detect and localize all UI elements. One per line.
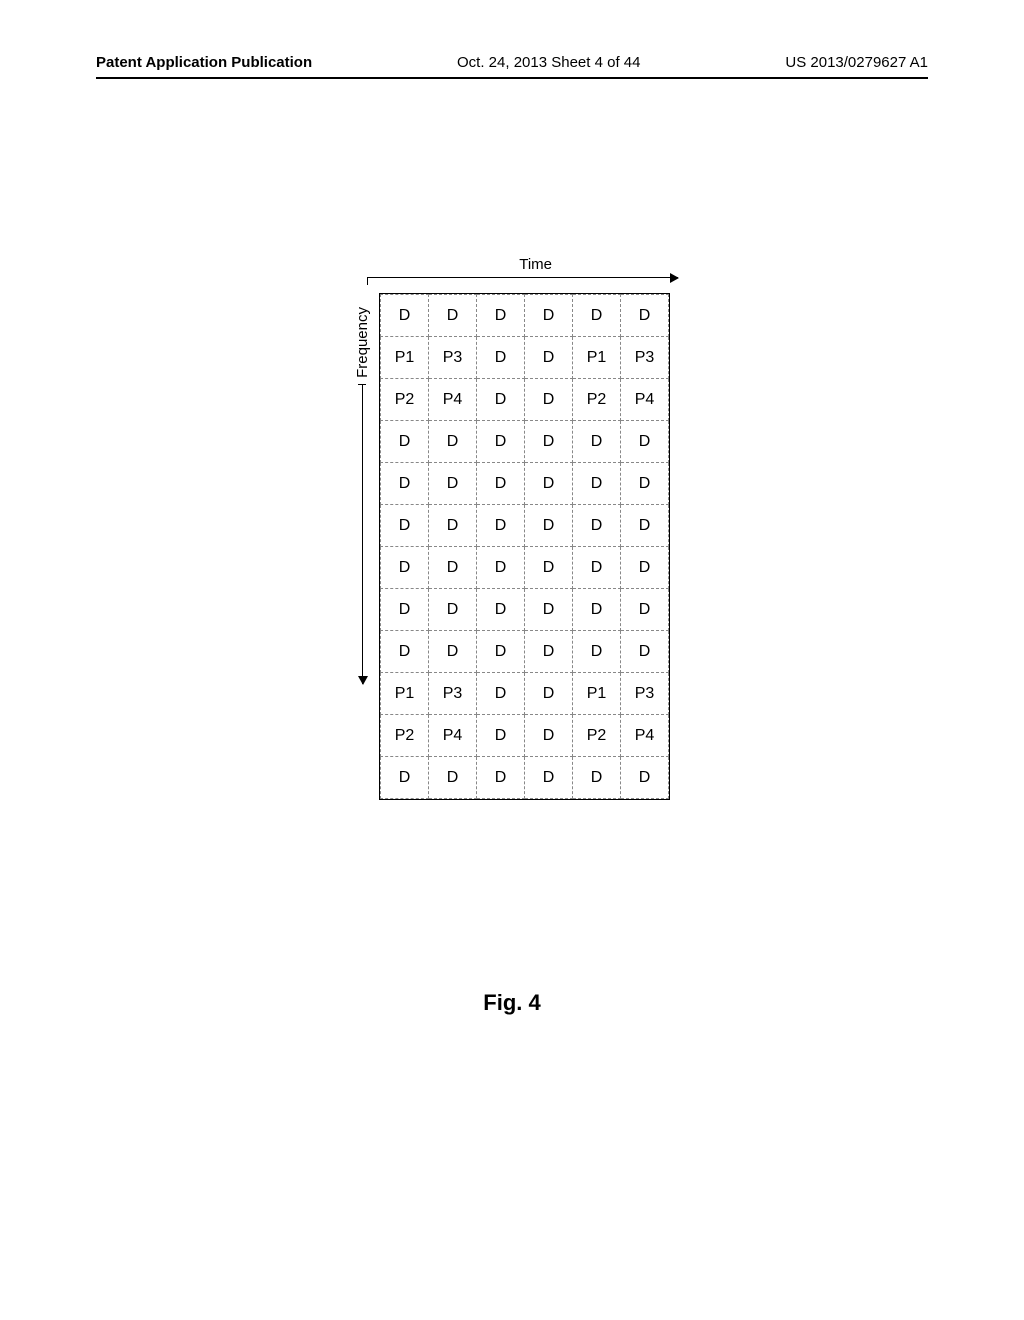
grid-cell: D bbox=[573, 505, 621, 547]
grid-cell: D bbox=[477, 421, 525, 463]
grid-cell: D bbox=[621, 505, 669, 547]
grid-cell: D bbox=[573, 547, 621, 589]
grid-cell: P4 bbox=[621, 379, 669, 421]
header-right: US 2013/0279627 A1 bbox=[785, 54, 928, 71]
grid-cell: P1 bbox=[573, 673, 621, 715]
grid-cell: P1 bbox=[381, 673, 429, 715]
grid-cell: D bbox=[525, 295, 573, 337]
grid-cell: D bbox=[525, 379, 573, 421]
grid-cell: D bbox=[573, 757, 621, 799]
grid-cell: P3 bbox=[621, 673, 669, 715]
axes-row: Frequency DDDDDDP1P3DDP1P3P2P4DDP2P4DDDD… bbox=[354, 293, 670, 800]
figure-caption: Fig. 4 bbox=[0, 990, 1024, 1016]
grid-cell: P1 bbox=[573, 337, 621, 379]
grid-cell: D bbox=[381, 589, 429, 631]
grid-cell: D bbox=[525, 547, 573, 589]
grid-cell: D bbox=[573, 421, 621, 463]
grid-cell: P4 bbox=[429, 379, 477, 421]
grid-cell: D bbox=[477, 673, 525, 715]
grid-cell: P3 bbox=[429, 337, 477, 379]
resource-grid: DDDDDDP1P3DDP1P3P2P4DDP2P4DDDDDDDDDDDDDD… bbox=[379, 293, 670, 800]
grid-cell: P2 bbox=[381, 379, 429, 421]
y-axis-arrow bbox=[358, 384, 368, 684]
grid-cell: D bbox=[477, 547, 525, 589]
grid-cell: P2 bbox=[381, 715, 429, 757]
grid-cell: D bbox=[477, 631, 525, 673]
grid-cell: P4 bbox=[429, 715, 477, 757]
grid-cell: P2 bbox=[573, 715, 621, 757]
grid-cell: D bbox=[429, 589, 477, 631]
x-axis-label: Time bbox=[519, 256, 552, 273]
grid-cell: D bbox=[525, 673, 573, 715]
grid-cell: P2 bbox=[573, 379, 621, 421]
grid-cell: D bbox=[525, 463, 573, 505]
figure-area: Time Frequency DDDDDDP1P3DDP1P3P2P4DDP2P… bbox=[0, 256, 1024, 800]
grid-cell: D bbox=[429, 295, 477, 337]
grid-cell: D bbox=[381, 631, 429, 673]
grid-cell: D bbox=[477, 379, 525, 421]
grid-cell: D bbox=[573, 295, 621, 337]
grid-cell: D bbox=[525, 589, 573, 631]
grid-cell: P3 bbox=[621, 337, 669, 379]
grid-cell: D bbox=[429, 463, 477, 505]
y-axis: Frequency bbox=[354, 307, 371, 684]
header-row: Patent Application Publication Oct. 24, … bbox=[96, 54, 928, 71]
grid-cell: D bbox=[621, 421, 669, 463]
grid-cell: D bbox=[525, 631, 573, 673]
grid-cell: D bbox=[621, 757, 669, 799]
y-axis-label: Frequency bbox=[354, 307, 371, 378]
grid-cell: D bbox=[429, 757, 477, 799]
grid-cell: D bbox=[477, 715, 525, 757]
grid-cell: D bbox=[525, 505, 573, 547]
grid-cell: D bbox=[477, 337, 525, 379]
grid-cell: D bbox=[381, 463, 429, 505]
grid-cell: D bbox=[429, 505, 477, 547]
grid-cell: D bbox=[429, 631, 477, 673]
grid-cell: P1 bbox=[381, 337, 429, 379]
grid-cell: D bbox=[525, 421, 573, 463]
grid-cell: D bbox=[621, 547, 669, 589]
grid-cell: D bbox=[573, 463, 621, 505]
grid-cell: D bbox=[381, 505, 429, 547]
grid-cell: D bbox=[477, 757, 525, 799]
header-center: Oct. 24, 2013 Sheet 4 of 44 bbox=[457, 54, 640, 71]
grid-cell: D bbox=[477, 589, 525, 631]
grid-cell: D bbox=[381, 295, 429, 337]
grid-cell: P4 bbox=[621, 715, 669, 757]
grid-cell: D bbox=[573, 631, 621, 673]
grid-cell: D bbox=[573, 589, 621, 631]
grid-cell: D bbox=[477, 295, 525, 337]
grid-cell: D bbox=[381, 547, 429, 589]
grid-wrap: Time Frequency DDDDDDP1P3DDP1P3P2P4DDP2P… bbox=[347, 256, 678, 800]
x-axis-arrow bbox=[367, 277, 678, 287]
grid-cell: D bbox=[525, 337, 573, 379]
grid-cell: D bbox=[429, 547, 477, 589]
grid-cell: D bbox=[525, 757, 573, 799]
grid-cell: D bbox=[381, 421, 429, 463]
grid-cell: D bbox=[621, 589, 669, 631]
grid-cell: D bbox=[477, 463, 525, 505]
grid-cell: D bbox=[477, 505, 525, 547]
grid-cell: D bbox=[621, 295, 669, 337]
grid-cell: D bbox=[525, 715, 573, 757]
header-rule bbox=[96, 77, 928, 79]
grid-cell: D bbox=[621, 463, 669, 505]
page: Patent Application Publication Oct. 24, … bbox=[0, 0, 1024, 1320]
grid-cell: D bbox=[429, 421, 477, 463]
grid-cell: P3 bbox=[429, 673, 477, 715]
grid-cell: D bbox=[621, 631, 669, 673]
header-left: Patent Application Publication bbox=[96, 54, 312, 71]
page-header: Patent Application Publication Oct. 24, … bbox=[0, 54, 1024, 79]
grid-cell: D bbox=[381, 757, 429, 799]
